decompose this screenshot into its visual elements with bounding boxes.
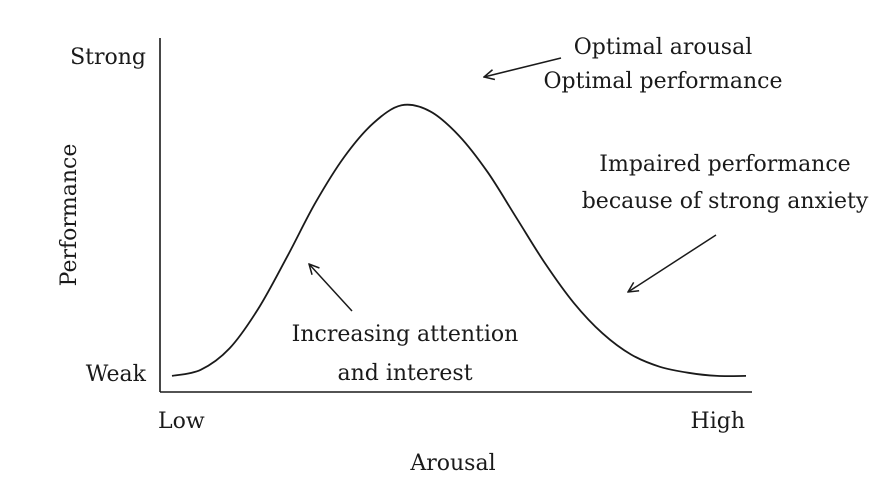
annotation-impaired-line-1: Impaired performance xyxy=(599,152,850,177)
annotation-optimal-line-1: Optimal arousal xyxy=(574,35,753,60)
arrow-impaired xyxy=(628,234,717,292)
x-tick-label-high: High xyxy=(691,409,745,434)
annotation-increasing-line-1: Increasing attention xyxy=(292,322,519,347)
x-tick-label-low: Low xyxy=(158,409,205,434)
annotation-optimal-line-2: Optimal performance xyxy=(543,69,782,94)
performance-curve xyxy=(171,103,747,378)
y-tick-label-strong: Strong xyxy=(70,45,146,70)
arrow-increasing xyxy=(309,264,353,312)
y-axis-label: Performance xyxy=(57,144,82,287)
annotation-increasing-line-2: and interest xyxy=(337,361,472,386)
annotation-impaired-line-2: because of strong anxiety xyxy=(582,189,869,214)
y-tick-label-weak: Weak xyxy=(86,362,147,387)
arrow-optimal xyxy=(484,57,562,77)
x-axis-label: Arousal xyxy=(409,451,495,476)
